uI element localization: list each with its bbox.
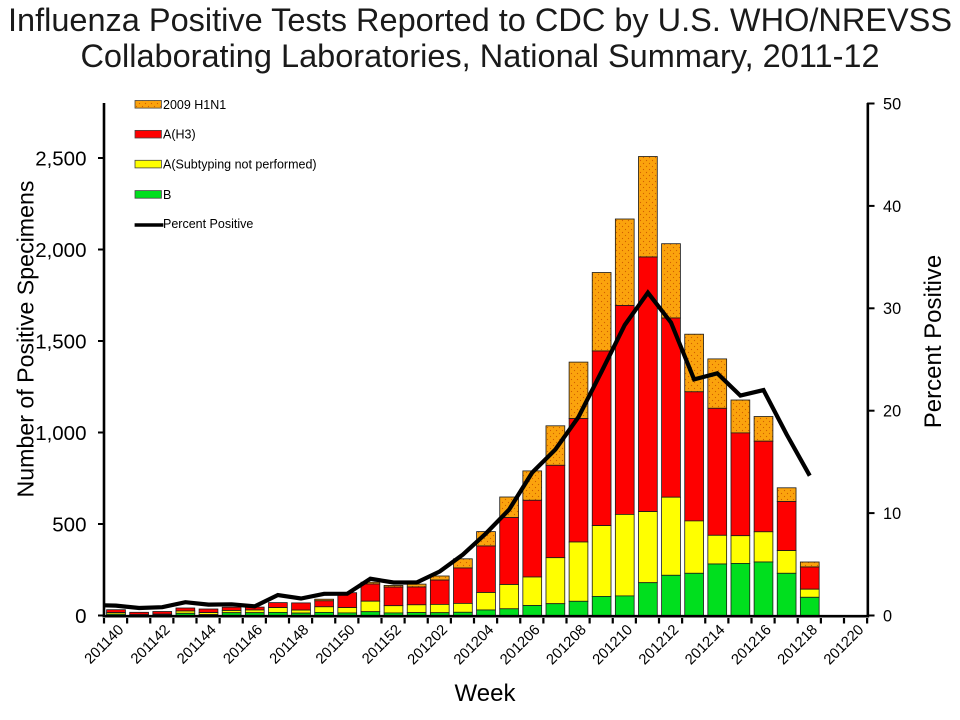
- svg-text:1,000: 1,000: [35, 422, 86, 445]
- svg-text:0: 0: [883, 607, 892, 625]
- svg-text:Week: Week: [455, 680, 517, 707]
- svg-text:A(Subtyping not performed): A(Subtyping not performed): [163, 158, 317, 172]
- svg-text:B: B: [163, 188, 171, 202]
- svg-text:20: 20: [883, 403, 901, 421]
- svg-text:2,000: 2,000: [35, 239, 86, 262]
- svg-text:0: 0: [75, 605, 86, 628]
- svg-text:1,500: 1,500: [35, 331, 86, 354]
- svg-text:2009 H1N1: 2009 H1N1: [163, 98, 226, 112]
- svg-text:Percent Positive: Percent Positive: [920, 255, 947, 428]
- svg-text:10: 10: [883, 505, 901, 523]
- svg-text:2,500: 2,500: [35, 148, 86, 171]
- svg-text:50: 50: [883, 95, 901, 113]
- svg-text:30: 30: [883, 300, 901, 318]
- svg-text:500: 500: [52, 514, 86, 537]
- svg-text:Number of Positive Specimens: Number of Positive Specimens: [13, 180, 39, 497]
- svg-text:40: 40: [883, 198, 901, 216]
- svg-text:A(H3): A(H3): [163, 128, 196, 142]
- svg-text:Percent Positive: Percent Positive: [163, 217, 253, 231]
